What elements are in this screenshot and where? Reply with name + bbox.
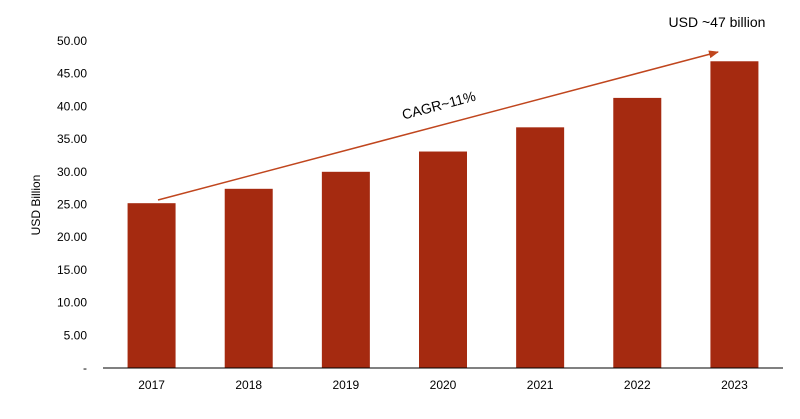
- y-tick-label: 25.00: [57, 198, 87, 212]
- y-tick-label: 30.00: [57, 165, 87, 179]
- y-axis-tick-labels: - 5.00 10.00 15.00 20.00 25.00 30.00 35.00 40.00…: [57, 34, 87, 375]
- y-tick-label: 10.00: [57, 296, 87, 310]
- y-tick-label: 15.00: [57, 263, 87, 277]
- x-tick-label: 2022: [624, 378, 651, 392]
- x-axis-tick-labels: 2017 2018 2019 2020 2021 2022 2023: [138, 378, 748, 392]
- bar-2023: [710, 61, 759, 369]
- end-value-annotation: USD ~47 billion: [669, 14, 766, 30]
- y-tick-label: 35.00: [57, 132, 87, 146]
- bars: [127, 61, 759, 369]
- bar-2019: [321, 171, 370, 368]
- x-tick-label: 2021: [527, 378, 554, 392]
- x-tick-label: 2023: [721, 378, 748, 392]
- bar-2020: [419, 151, 467, 368]
- x-tick-label: 2020: [430, 378, 457, 392]
- cagr-annotation: CAGR~11%: [400, 88, 477, 123]
- x-tick-label: 2017: [138, 378, 165, 392]
- y-tick-label: 45.00: [57, 67, 87, 81]
- y-axis-title: USD Billion: [29, 175, 43, 236]
- y-tick-label: 20.00: [57, 230, 87, 244]
- y-tick-label: 40.00: [57, 99, 87, 113]
- cagr-trend-arrow: [157, 50, 719, 201]
- y-tick-label: 5.00: [64, 328, 88, 342]
- x-tick-label: 2018: [235, 378, 262, 392]
- bar-2017: [127, 203, 176, 368]
- bar-2022: [613, 97, 662, 368]
- bar-2018: [224, 188, 273, 368]
- y-tick-label: 50.00: [57, 34, 87, 48]
- bar-2021: [516, 127, 565, 368]
- y-tick-label: -: [83, 361, 87, 375]
- x-tick-label: 2019: [333, 378, 360, 392]
